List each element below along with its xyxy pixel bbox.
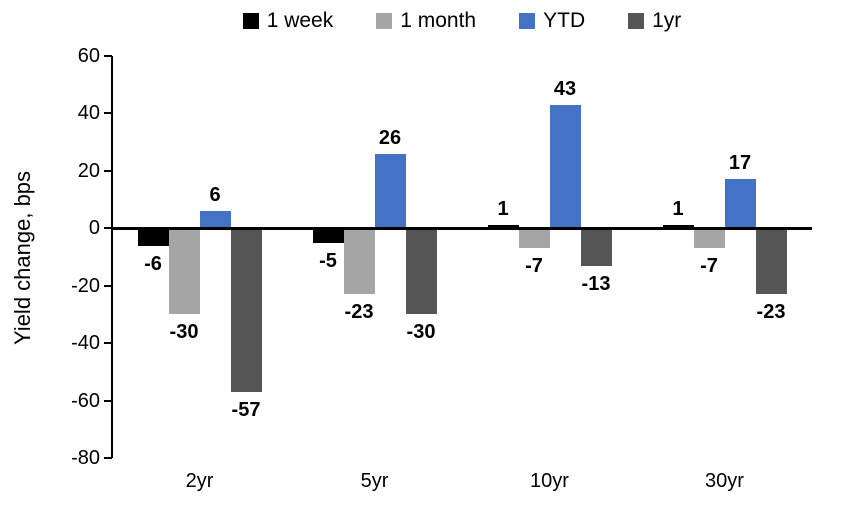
bar-1yr-5yr xyxy=(405,228,437,315)
bar-value-label: -30 xyxy=(406,321,436,344)
x-category-label: 30yr xyxy=(705,470,744,492)
y-tick-mark xyxy=(104,112,112,115)
bar-ytd-2yr xyxy=(199,211,231,229)
y-tick-label: 20 xyxy=(77,159,100,182)
bar-value-label: -30 xyxy=(169,321,199,344)
bar-1-month-5yr xyxy=(343,228,375,295)
y-tick-mark xyxy=(104,342,112,345)
legend-item-1-month: 1 month xyxy=(376,9,476,33)
bar-value-label: -5 xyxy=(319,249,337,272)
bar-1yr-30yr xyxy=(755,228,787,295)
bar-value-label: 1 xyxy=(672,198,684,221)
bar-1-month-10yr xyxy=(518,228,550,249)
bar-value-label: 43 xyxy=(553,77,577,100)
bar-ytd-5yr xyxy=(374,153,406,229)
y-tick-mark xyxy=(104,399,112,402)
y-tick-label: 0 xyxy=(88,217,100,240)
bar-value-label: -6 xyxy=(144,252,162,275)
bar-value-label: -23 xyxy=(344,301,374,324)
bar-value-label: 1 xyxy=(497,198,509,221)
y-tick-mark xyxy=(104,55,112,57)
y-tick-mark xyxy=(104,284,112,287)
bar-value-label: -7 xyxy=(525,255,543,278)
y-tick-mark xyxy=(104,227,112,230)
y-tick-mark xyxy=(104,457,112,459)
legend-item-ytd: YTD xyxy=(519,9,585,33)
bar-1-month-30yr xyxy=(693,228,725,249)
y-tick-label: 60 xyxy=(77,45,100,67)
legend-swatch-icon xyxy=(376,13,393,29)
x-category-label: 10yr xyxy=(530,470,569,492)
bar-value-label: 17 xyxy=(728,152,752,175)
legend-label: 1yr xyxy=(652,9,682,32)
bar-1-week-5yr xyxy=(312,228,344,243)
legend-item-1-week: 1 week xyxy=(242,9,334,33)
bar-ytd-10yr xyxy=(549,104,581,229)
bar-1yr-10yr xyxy=(580,228,612,266)
y-tick-label: -80 xyxy=(71,447,100,469)
legend-swatch-icon xyxy=(242,13,259,29)
legend-label: 1 month xyxy=(400,9,477,32)
bar-value-label: 26 xyxy=(378,126,402,149)
y-tick-label: 40 xyxy=(77,102,100,125)
legend-item-1yr: 1yr xyxy=(628,9,681,33)
bar-value-label: -57 xyxy=(231,398,261,421)
bar-ytd-30yr xyxy=(724,179,756,229)
x-category-label: 2yr xyxy=(185,470,214,492)
x-category-label: 5yr xyxy=(360,470,389,492)
bar-value-label: -23 xyxy=(756,301,786,324)
y-tick-label: -60 xyxy=(71,389,100,412)
legend-swatch-icon xyxy=(519,13,536,29)
bar-1-month-2yr xyxy=(168,228,200,315)
y-tick-label: -20 xyxy=(71,274,100,297)
chart-legend: 1 week 1 month YTD 1yr xyxy=(112,9,812,33)
y-tick-label: -40 xyxy=(71,332,100,355)
bar-1-week-2yr xyxy=(137,228,169,246)
zero-baseline xyxy=(112,226,812,230)
y-axis-line xyxy=(111,56,113,458)
bar-value-label: -7 xyxy=(700,255,718,278)
legend-swatch-icon xyxy=(628,13,645,29)
bar-value-label: -13 xyxy=(581,272,611,295)
bar-1yr-2yr xyxy=(230,228,262,392)
legend-label: YTD xyxy=(543,9,586,32)
y-tick-mark xyxy=(104,169,112,172)
legend-label: 1 week xyxy=(266,9,334,32)
bar-value-label: 6 xyxy=(209,184,221,207)
